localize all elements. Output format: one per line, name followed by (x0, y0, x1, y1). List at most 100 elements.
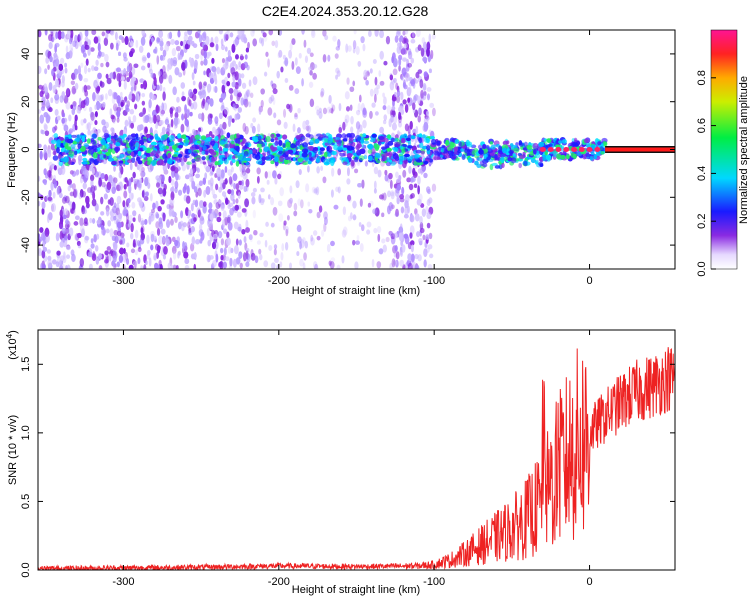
signal-cell (181, 134, 187, 140)
noise-cell (423, 248, 428, 258)
noise-cell (238, 251, 243, 259)
signal-cell (191, 158, 196, 163)
noise-cell (133, 63, 139, 69)
noise-cell (171, 210, 175, 216)
noise-cell (82, 205, 87, 215)
noise-cell (288, 49, 293, 59)
noise-cell (276, 70, 280, 79)
noise-cell (87, 67, 91, 73)
noise-cell (421, 208, 426, 217)
noise-cell (423, 259, 427, 268)
noise-cell (289, 262, 293, 269)
noise-cell (399, 259, 405, 267)
signal-cell (373, 143, 380, 150)
noise-cell (100, 62, 104, 68)
noise-cell (150, 244, 154, 251)
noise-cell (73, 221, 79, 226)
noise-cell (177, 250, 181, 256)
signal-cell (450, 156, 457, 160)
noise-cell (412, 32, 415, 38)
noise-cell (39, 227, 44, 233)
noise-cell (68, 114, 72, 122)
signal-cell (56, 147, 60, 154)
signal-cell (307, 146, 314, 150)
signal-cell (270, 145, 275, 151)
noise-cell (362, 107, 367, 116)
noise-cell (153, 48, 157, 54)
noise-cell (131, 76, 136, 82)
noise-cell (389, 262, 394, 269)
noise-cell (135, 39, 139, 49)
noise-cell (177, 30, 181, 38)
noise-cell (361, 224, 365, 232)
noise-cell (124, 119, 129, 127)
signal-cell (405, 137, 411, 142)
noise-cell (241, 228, 246, 235)
noise-cell (205, 165, 211, 173)
noise-cell (44, 227, 50, 238)
noise-cell (134, 229, 139, 239)
noise-cell (47, 64, 50, 70)
signal-cell (585, 152, 590, 158)
noise-cell (144, 218, 148, 225)
noise-cell (298, 52, 302, 59)
noise-cell (230, 67, 236, 75)
noise-cell (116, 72, 121, 82)
signal-cell (539, 163, 544, 167)
noise-cell (208, 72, 214, 79)
noise-cell (51, 203, 56, 213)
noise-cell (196, 167, 200, 173)
noise-cell (376, 261, 382, 269)
signal-cell (393, 147, 399, 153)
noise-cell (238, 239, 242, 246)
noise-cell (131, 201, 136, 209)
spectrogram-x-label: Height of straight line (km) (292, 285, 420, 297)
noise-cell (403, 43, 408, 49)
noise-cell (368, 200, 374, 206)
noise-cell (79, 217, 84, 227)
noise-cell (335, 46, 341, 51)
noise-cell (174, 40, 180, 46)
signal-cell (57, 153, 62, 160)
noise-cell (111, 181, 116, 187)
noise-cell (41, 201, 46, 209)
noise-cell (374, 111, 379, 116)
signal-cell (421, 150, 425, 155)
noise-cell (391, 56, 395, 64)
noise-cell (249, 92, 254, 99)
noise-cell (186, 185, 190, 195)
noise-cell (191, 236, 195, 246)
noise-cell (239, 163, 243, 173)
noise-cell (132, 171, 136, 179)
signal-cell (593, 154, 598, 160)
signal-cell (458, 141, 462, 147)
signal-cell (392, 151, 397, 157)
noise-cell (270, 222, 275, 228)
signal-cell (382, 155, 388, 161)
noise-cell (69, 191, 75, 197)
noise-cell (220, 203, 225, 210)
noise-cell (398, 65, 401, 72)
noise-cell (293, 202, 298, 211)
noise-cell (350, 126, 354, 133)
noise-cell (295, 66, 301, 74)
signal-cell (574, 143, 580, 147)
noise-cell (195, 173, 201, 179)
noise-cell (94, 171, 99, 178)
signal-cell (200, 139, 205, 146)
noise-cell (203, 58, 208, 66)
noise-cell (169, 107, 174, 114)
noise-cell (170, 38, 175, 45)
signal-cell (482, 162, 488, 168)
noise-cell (382, 92, 385, 98)
noise-cell (86, 39, 91, 46)
signal-cell (243, 150, 249, 157)
noise-cell (389, 179, 393, 190)
noise-cell (416, 30, 421, 38)
noise-cell (38, 143, 42, 149)
noise-cell (245, 167, 251, 174)
noise-cell (404, 103, 409, 113)
noise-cell (237, 77, 242, 87)
noise-cell (130, 248, 136, 254)
signal-cell (65, 138, 70, 143)
